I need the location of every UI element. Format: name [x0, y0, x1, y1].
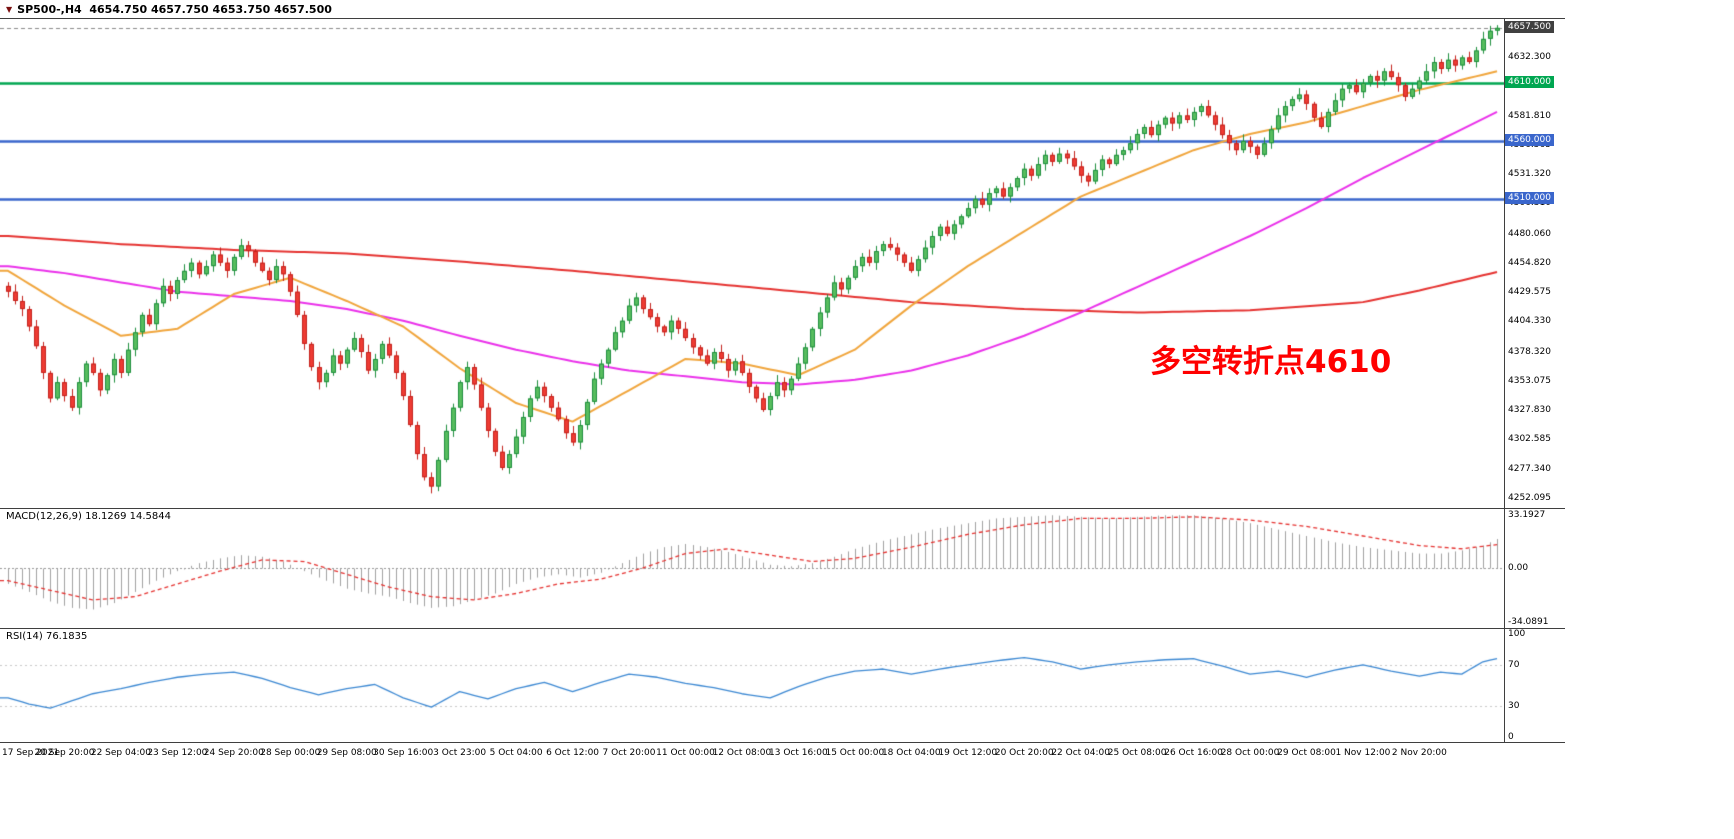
price-tick-label: 4556.565	[1508, 139, 1551, 150]
current-price-badge: 4657.500	[1505, 21, 1554, 34]
time-axis[interactable]: 17 Sep 2021 20 Sep 20:00 22 Sep 04:00 23 Se…	[0, 746, 1504, 768]
rsi-tick-label: 100	[1508, 629, 1526, 639]
price-level-badge-4560-000: 4560.000	[1505, 134, 1554, 147]
time-axis-label: 6 Oct 12:00	[546, 748, 600, 758]
rsi-chart-canvas[interactable]	[0, 629, 1504, 742]
panel-separator-top	[0, 18, 1565, 19]
time-axis-label: 30 Sep 16:00	[373, 748, 434, 758]
time-axis-label: 22 Oct 04:00	[1051, 748, 1110, 758]
symbol-ohlc-title: SP500-,H4 4654.750 4657.750 4653.750 465…	[17, 3, 332, 16]
time-axis-label: 20 Sep 20:00	[34, 748, 95, 758]
panel-separator-macd[interactable]	[0, 508, 1565, 509]
price-tick-label: 4378.320	[1508, 346, 1551, 357]
macd-chart-canvas[interactable]	[0, 509, 1504, 628]
price-tick-label: 4252.095	[1508, 493, 1551, 504]
time-axis-label: 18 Oct 04:00	[881, 748, 941, 758]
time-axis-label: 28 Oct 00:00	[1220, 748, 1280, 758]
price-level-badge-4510-000: 4510.000	[1505, 192, 1554, 205]
rsi-tick-label: 70	[1508, 659, 1520, 670]
macd-tick-label: 0.00	[1508, 562, 1529, 573]
rsi-tick-label: 30	[1508, 701, 1520, 712]
time-axis-label: 29 Sep 08:00	[316, 748, 377, 758]
time-axis-label: 1 Nov 12:00	[1335, 748, 1391, 758]
time-axis-label: 12 Oct 08:00	[712, 748, 772, 758]
time-axis-label: 25 Oct 08:00	[1107, 748, 1167, 758]
macd-tick-label: -34.0891	[1508, 617, 1549, 628]
rsi-tick-label: 0	[1508, 732, 1514, 742]
price-axis-spine	[1504, 18, 1505, 742]
time-axis-label: 20 Oct 20:00	[994, 748, 1054, 758]
rsi-indicator-label: RSI(14) 76.1835	[6, 631, 88, 642]
chart-title-bar: ▼ SP500-,H4 4654.750 4657.750 4653.750 4…	[6, 2, 332, 17]
time-axis-label: 7 Oct 20:00	[602, 748, 656, 758]
chart-annotation-text: 多空转折点4610	[1150, 344, 1392, 380]
time-axis-label: 22 Sep 04:00	[90, 748, 151, 758]
symbol-icon: ▼	[6, 4, 13, 14]
price-tick-label: 4404.330	[1508, 316, 1551, 327]
time-axis-label: 2 Nov 20:00	[1391, 748, 1447, 758]
price-tick-label: 4480.060	[1508, 228, 1551, 239]
time-axis-label: 5 Oct 04:00	[489, 748, 543, 758]
price-tick-label: 4632.300	[1508, 52, 1551, 63]
price-tick-label: 4327.830	[1508, 405, 1551, 416]
time-axis-label: 28 Sep 00:00	[260, 748, 321, 758]
time-axis-label: 15 Oct 00:00	[825, 748, 885, 758]
price-level-badge-4610-000: 4610.000	[1505, 76, 1554, 89]
time-axis-label: 17 Sep 2021	[2, 748, 60, 758]
time-axis-label: 3 Oct 23:00	[433, 748, 487, 758]
panel-separator-bottom	[0, 742, 1565, 743]
time-axis-label: 23 Sep 12:00	[147, 748, 208, 758]
price-tick-label: 4429.575	[1508, 287, 1551, 298]
time-axis-label: 26 Oct 16:00	[1164, 748, 1223, 758]
time-axis-label: 19 Oct 12:00	[938, 748, 998, 758]
price-tick-label: 4581.810	[1508, 110, 1551, 121]
time-axis-label: 24 Sep 20:00	[203, 748, 264, 758]
macd-tick-label: 33.1927	[1508, 509, 1546, 520]
macd-indicator-label: MACD(12,26,9) 18.1269 14.5844	[6, 511, 172, 522]
price-tick-label: 4454.820	[1508, 257, 1551, 268]
price-tick-label: 4531.320	[1508, 169, 1551, 180]
time-axis-label: 11 Oct 00:00	[656, 748, 715, 758]
time-axis-label: 13 Oct 16:00	[769, 748, 828, 758]
chart-window: ▼ SP500-,H4 4654.750 4657.750 4653.750 4…	[0, 2, 1565, 768]
price-tick-label: 4506.310	[1508, 198, 1551, 209]
price-tick-label: 4277.340	[1508, 463, 1551, 474]
time-axis-label: 29 Oct 08:00	[1277, 748, 1336, 758]
price-tick-label: 4353.075	[1508, 375, 1551, 386]
price-tick-label: 4302.585	[1508, 434, 1551, 445]
candlestick-chart-canvas[interactable]	[0, 19, 1504, 508]
panel-separator-rsi[interactable]	[0, 628, 1565, 629]
